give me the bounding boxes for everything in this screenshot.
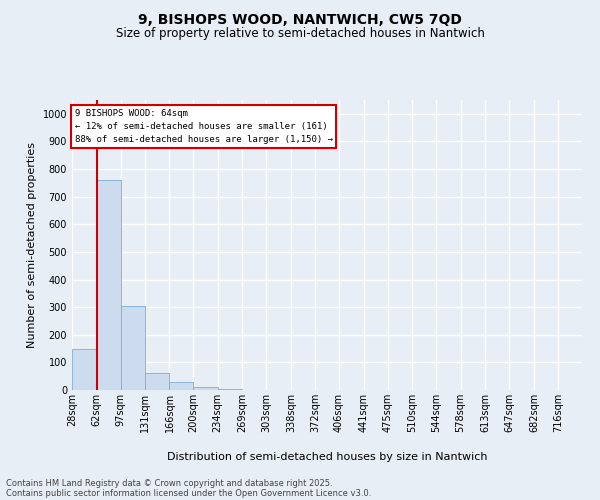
Text: 9 BISHOPS WOOD: 64sqm
← 12% of semi-detached houses are smaller (161)
88% of sem: 9 BISHOPS WOOD: 64sqm ← 12% of semi-deta… xyxy=(74,108,332,144)
Text: Contains HM Land Registry data © Crown copyright and database right 2025.: Contains HM Land Registry data © Crown c… xyxy=(6,478,332,488)
Bar xyxy=(169,382,193,390)
Bar xyxy=(72,348,96,390)
Y-axis label: Number of semi-detached properties: Number of semi-detached properties xyxy=(27,142,37,348)
Bar xyxy=(218,389,242,390)
Text: 9, BISHOPS WOOD, NANTWICH, CW5 7QD: 9, BISHOPS WOOD, NANTWICH, CW5 7QD xyxy=(138,12,462,26)
Bar xyxy=(96,180,121,390)
Text: Size of property relative to semi-detached houses in Nantwich: Size of property relative to semi-detach… xyxy=(116,28,484,40)
Bar xyxy=(193,387,218,390)
Text: Distribution of semi-detached houses by size in Nantwich: Distribution of semi-detached houses by … xyxy=(167,452,487,462)
Bar xyxy=(145,374,169,390)
Text: Contains public sector information licensed under the Open Government Licence v3: Contains public sector information licen… xyxy=(6,488,371,498)
Bar xyxy=(121,306,145,390)
